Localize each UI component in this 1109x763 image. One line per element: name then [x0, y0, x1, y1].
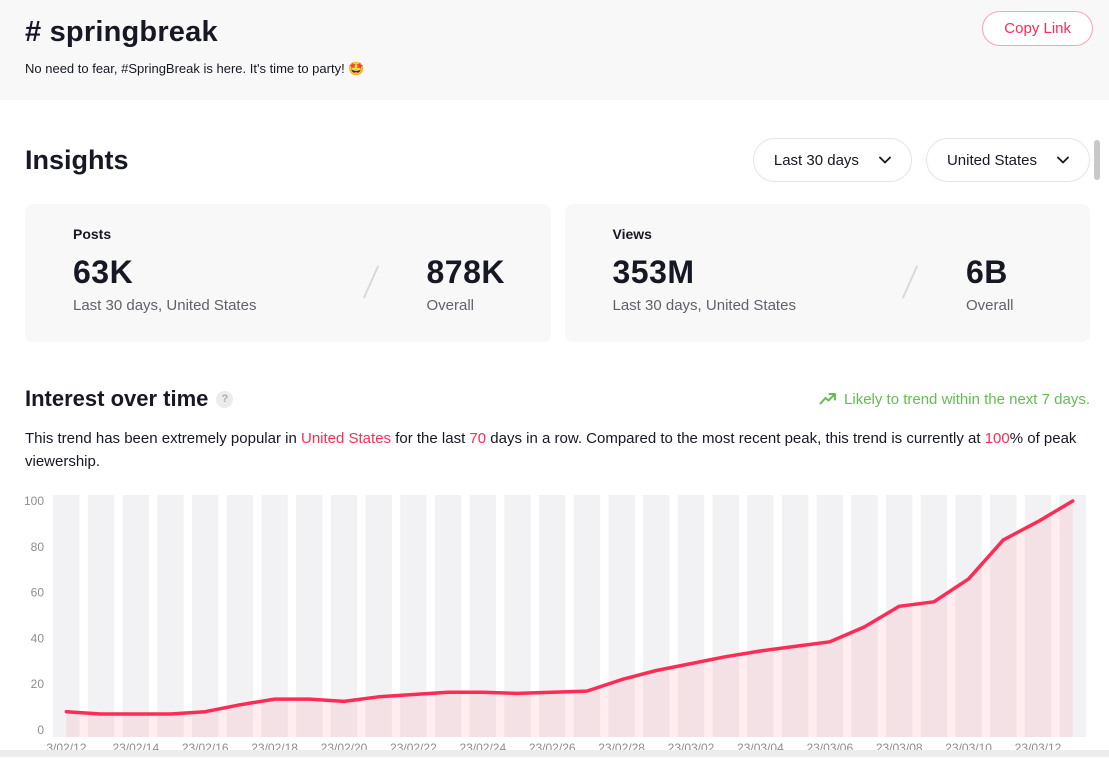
stat-cards: Posts 63K Last 30 days, United States 87…	[25, 204, 1090, 342]
chart-bar	[296, 494, 323, 737]
chart-background-bars	[53, 494, 1086, 737]
trend-prediction-text: Likely to trend within the next 7 days.	[844, 390, 1090, 408]
posts-recent-caption: Last 30 days, United States	[73, 296, 257, 314]
trend-prediction: Likely to trend within the next 7 days.	[819, 391, 1090, 408]
chart-bar	[781, 494, 809, 737]
help-icon[interactable]: ?	[216, 390, 234, 408]
posts-card: Posts 63K Last 30 days, United States 87…	[25, 204, 551, 342]
trend-country-highlight: United States	[300, 430, 392, 447]
chart-bar	[330, 494, 358, 737]
chart-bar	[53, 494, 80, 737]
chart-bar	[643, 494, 670, 737]
chart-bar	[434, 494, 462, 737]
insights-header-row: Insights Last 30 days United States	[25, 138, 1090, 182]
chart-bar	[747, 494, 774, 737]
views-card-label: Views	[612, 226, 652, 242]
trend-description-text: This trend has been extremely popular in	[25, 430, 301, 447]
y-tick-label: 80	[31, 539, 45, 553]
views-recent-caption: Last 30 days, United States	[612, 296, 796, 314]
chart-bar	[122, 494, 149, 737]
country-value: United States	[946, 151, 1037, 169]
chart-bar	[886, 494, 913, 737]
chart-bar	[677, 494, 705, 737]
chevron-down-icon	[879, 156, 891, 164]
trend-description-text: days in a row. Compared to the most rece…	[486, 430, 985, 447]
chart-bar	[87, 494, 115, 737]
trend-days-highlight: 70	[469, 430, 487, 447]
posts-card-label: Posts	[73, 226, 112, 242]
y-tick-label: 20	[31, 677, 45, 691]
interest-header-row: Interest over time ? Likely to trend wit…	[25, 386, 1090, 412]
posts-recent-value: 63K	[73, 254, 134, 290]
y-tick-label: 0	[37, 723, 44, 737]
date-range-dropdown[interactable]: Last 30 days	[752, 138, 912, 182]
chart-bar	[226, 494, 254, 737]
insights-title: Insights	[25, 144, 129, 175]
chart-bar	[712, 494, 739, 737]
vertical-scrollbar[interactable]	[1094, 140, 1100, 180]
chart-trend-line	[64, 498, 1075, 716]
chart-bar	[504, 494, 531, 737]
horizontal-scrollbar[interactable]	[0, 750, 1109, 757]
insights-filters: Last 30 days United States	[752, 138, 1090, 182]
chart-bar	[955, 494, 982, 737]
country-dropdown[interactable]: United States	[925, 138, 1090, 182]
chart-bar	[816, 494, 843, 737]
chart-bar	[539, 494, 566, 737]
views-recent-value: 353M	[612, 254, 695, 290]
views-overall-value: 6B	[966, 254, 1008, 290]
copy-link-button[interactable]: Copy Link	[982, 11, 1093, 46]
chart-bar	[573, 494, 601, 737]
trend-percent-highlight: 100	[984, 430, 1010, 447]
interest-over-time-title: Interest over time	[25, 386, 209, 411]
interest-chart-container: 0 20 40 60 80 100 3/02/12 23/02/14 23/02/16 23/02…	[24, 490, 1090, 763]
trend-description-text: for the last	[391, 430, 470, 447]
chart-y-axis: 0 20 40 60 80 100	[24, 494, 45, 737]
views-overall-caption: Overall	[966, 296, 1014, 314]
hashtag-header: # springbreak No need to fear, #SpringBr…	[0, 0, 1109, 100]
y-tick-label: 60	[31, 585, 45, 599]
chart-bar	[1059, 494, 1086, 737]
trend-description-text: % of peak viewership.	[25, 430, 1077, 471]
chart-bar	[608, 494, 635, 737]
chart-bar	[261, 494, 288, 737]
hashtag-description: No need to fear, #SpringBreak is here. I…	[25, 61, 365, 76]
chart-bar	[469, 494, 496, 737]
y-tick-label: 40	[31, 631, 45, 645]
posts-overall-value: 878K	[426, 254, 505, 290]
chart-bar	[1024, 494, 1052, 737]
posts-overall-caption: Overall	[426, 296, 475, 314]
chart-area-fill	[66, 500, 1073, 737]
page-title: # springbreak	[25, 16, 218, 48]
date-range-value: Last 30 days	[773, 151, 859, 169]
views-card: Views 353M Last 30 days, United States 6…	[564, 204, 1090, 342]
chart-bar	[192, 494, 219, 737]
chart-bar	[920, 494, 948, 737]
trending-up-icon	[819, 392, 837, 406]
chevron-down-icon	[1057, 156, 1069, 164]
y-tick-label: 100	[25, 494, 44, 508]
chart-bar	[157, 494, 184, 737]
trend-description: This trend has been extremely popular in…	[25, 427, 1090, 474]
chart-bar	[851, 494, 878, 737]
